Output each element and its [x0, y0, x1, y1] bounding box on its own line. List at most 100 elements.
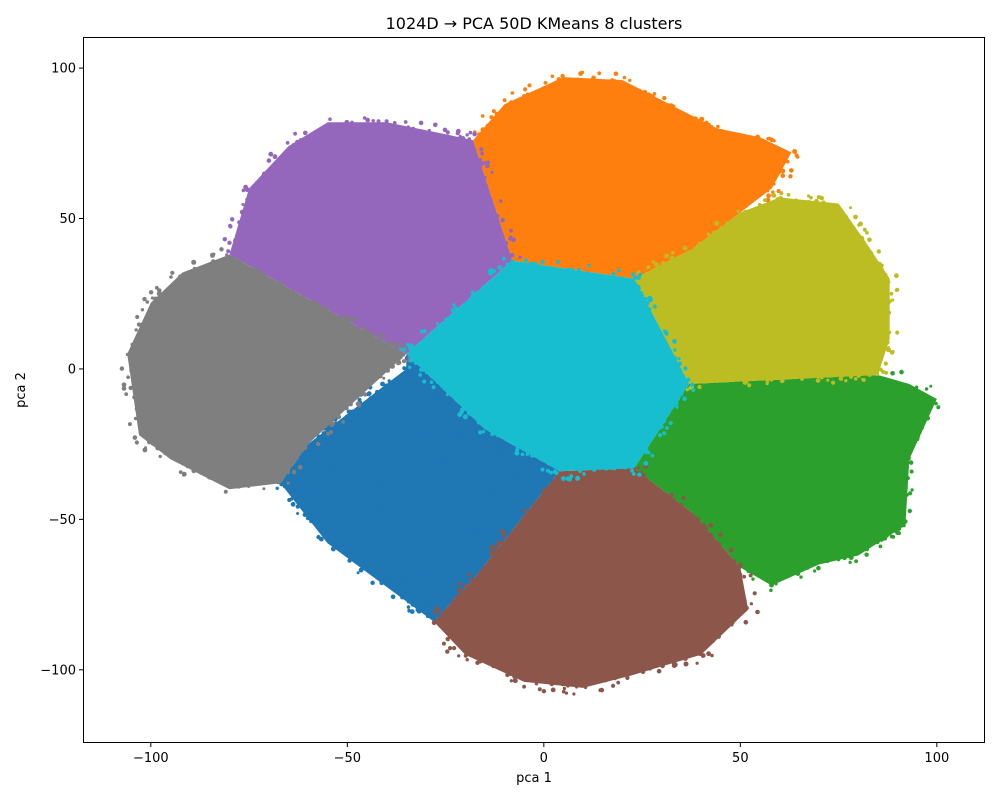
data-point	[878, 407, 883, 412]
data-point	[648, 446, 653, 451]
data-point	[651, 249, 655, 254]
data-point	[463, 437, 468, 442]
data-point	[454, 510, 460, 515]
data-point	[738, 187, 742, 192]
data-point	[309, 518, 314, 524]
data-point	[404, 506, 409, 511]
data-point	[367, 486, 371, 490]
data-point	[885, 455, 889, 459]
data-point	[697, 491, 703, 497]
data-point	[836, 558, 841, 562]
data-point	[544, 157, 549, 162]
data-point	[708, 185, 713, 190]
data-point	[400, 595, 405, 600]
data-point	[554, 87, 558, 92]
data-point	[638, 158, 643, 163]
data-point	[611, 124, 616, 129]
data-point	[558, 181, 563, 186]
data-point	[769, 398, 773, 403]
data-point	[327, 443, 332, 448]
data-point	[631, 167, 635, 172]
data-point	[353, 484, 359, 490]
data-point	[825, 501, 830, 507]
data-point	[347, 539, 353, 545]
data-point	[705, 141, 710, 147]
data-point	[723, 210, 727, 215]
data-point	[234, 247, 239, 251]
data-point	[771, 504, 776, 509]
data-point	[406, 521, 411, 527]
data-point	[586, 193, 592, 198]
data-point	[813, 470, 819, 476]
data-point	[885, 424, 889, 428]
data-point	[413, 551, 417, 556]
data-point	[348, 430, 352, 435]
data-point	[564, 214, 569, 219]
data-point	[490, 157, 494, 161]
data-point	[563, 209, 567, 214]
data-point	[617, 212, 623, 218]
data-point	[406, 605, 411, 609]
data-point	[542, 86, 546, 90]
data-point	[797, 495, 802, 499]
data-point	[568, 198, 572, 202]
data-point	[474, 512, 478, 516]
data-point	[350, 250, 354, 255]
data-point	[510, 134, 515, 138]
data-point	[858, 461, 862, 465]
data-point	[551, 249, 556, 253]
data-point	[498, 127, 504, 133]
data-point	[528, 185, 533, 190]
data-point	[524, 455, 529, 461]
data-point	[791, 528, 796, 534]
data-point	[835, 434, 840, 439]
data-point	[583, 147, 589, 153]
data-point	[442, 604, 447, 609]
data-point	[469, 455, 473, 459]
data-point	[839, 445, 844, 450]
data-point	[908, 421, 912, 425]
data-point	[430, 428, 435, 433]
data-point	[570, 244, 575, 249]
data-point	[491, 490, 495, 494]
data-point	[885, 446, 890, 451]
data-point	[686, 440, 691, 445]
data-point	[655, 446, 659, 449]
data-point	[609, 245, 614, 250]
data-point	[605, 265, 610, 269]
data-point	[704, 120, 709, 125]
data-point	[413, 469, 418, 474]
data-point	[589, 187, 595, 193]
data-point	[584, 260, 588, 265]
data-point	[437, 477, 442, 482]
data-point	[544, 210, 548, 214]
data-point	[794, 562, 798, 567]
data-point	[524, 467, 528, 472]
data-point	[334, 516, 338, 520]
data-point	[641, 194, 647, 200]
data-point	[538, 489, 543, 495]
data-point	[366, 433, 370, 437]
data-point	[677, 429, 683, 435]
data-point	[721, 497, 726, 502]
data-point	[341, 500, 347, 506]
data-point	[886, 478, 890, 483]
data-point	[855, 512, 860, 517]
data-point	[751, 140, 755, 144]
data-point	[686, 402, 690, 407]
data-point	[749, 422, 754, 427]
data-point	[400, 591, 404, 595]
data-point	[637, 168, 641, 172]
data-point	[514, 480, 519, 485]
data-point	[660, 110, 665, 116]
data-point	[313, 516, 319, 522]
data-point	[589, 168, 595, 173]
data-point	[802, 391, 806, 395]
data-point	[585, 109, 589, 114]
data-point	[599, 270, 603, 274]
data-point	[553, 176, 558, 180]
data-point	[873, 538, 877, 542]
data-point	[625, 257, 630, 262]
data-point	[428, 592, 433, 598]
data-point	[599, 154, 603, 159]
